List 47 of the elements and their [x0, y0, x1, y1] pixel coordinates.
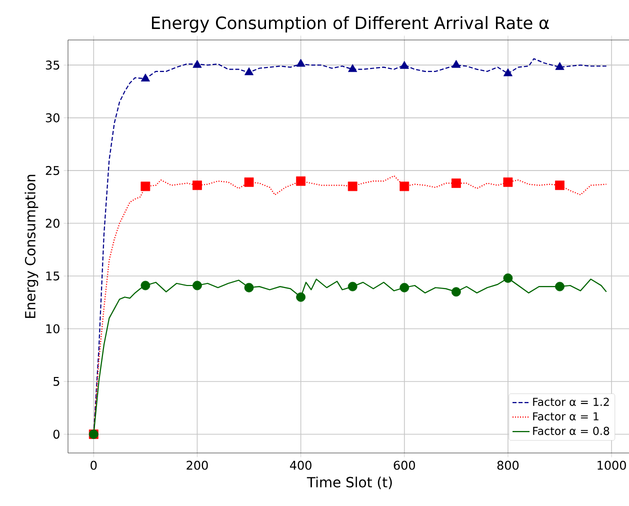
point [140, 280, 150, 290]
point [140, 74, 150, 82]
y-tick-label: 30 [46, 113, 60, 122]
point [140, 182, 150, 192]
point [348, 282, 358, 292]
point [348, 182, 358, 192]
point [296, 176, 306, 186]
x-tick-label: 0 [90, 460, 97, 470]
legend-label: Factor α = 1.2 [533, 398, 609, 406]
chart-title: Energy Consumption of Different Arrival Rate α [152, 16, 549, 32]
y-tick-label: 10 [46, 324, 60, 334]
point [555, 282, 564, 292]
x-tick-label: 800 [497, 460, 519, 470]
y-tick-label: 15 [46, 272, 60, 280]
x-tick-label: 200 [186, 460, 208, 470]
point [296, 58, 306, 67]
y-tick-label: 35 [46, 60, 60, 70]
point [451, 178, 461, 188]
point [400, 60, 409, 69]
x-tick-label: 600 [394, 460, 415, 470]
point [503, 273, 513, 283]
point [400, 182, 410, 192]
point [555, 180, 564, 190]
y-tick-label: 20 [46, 218, 60, 228]
point [452, 60, 461, 68]
legend-label: Factor α = 1 [533, 412, 598, 420]
point [555, 62, 564, 70]
point [192, 180, 202, 190]
point [503, 68, 512, 76]
x-axis-title: Time Slot (t) [306, 476, 392, 490]
point [503, 177, 513, 187]
point [451, 287, 461, 297]
y-tick-label: 0 [53, 430, 60, 439]
x-tick-label: 1000 [598, 460, 626, 470]
point [244, 282, 254, 292]
point [400, 282, 410, 292]
legend-label: Factor α = 0.8 [533, 426, 610, 436]
y-axis-title: Energy Consumption [24, 174, 38, 318]
point [296, 292, 306, 302]
point [244, 177, 254, 187]
point [348, 64, 358, 72]
point [244, 67, 254, 76]
point [192, 60, 202, 68]
point [192, 280, 202, 290]
x-tick-label: 400 [290, 460, 312, 470]
y-tick-label: 25 [46, 166, 60, 176]
y-tick-label: 5 [54, 377, 60, 386]
